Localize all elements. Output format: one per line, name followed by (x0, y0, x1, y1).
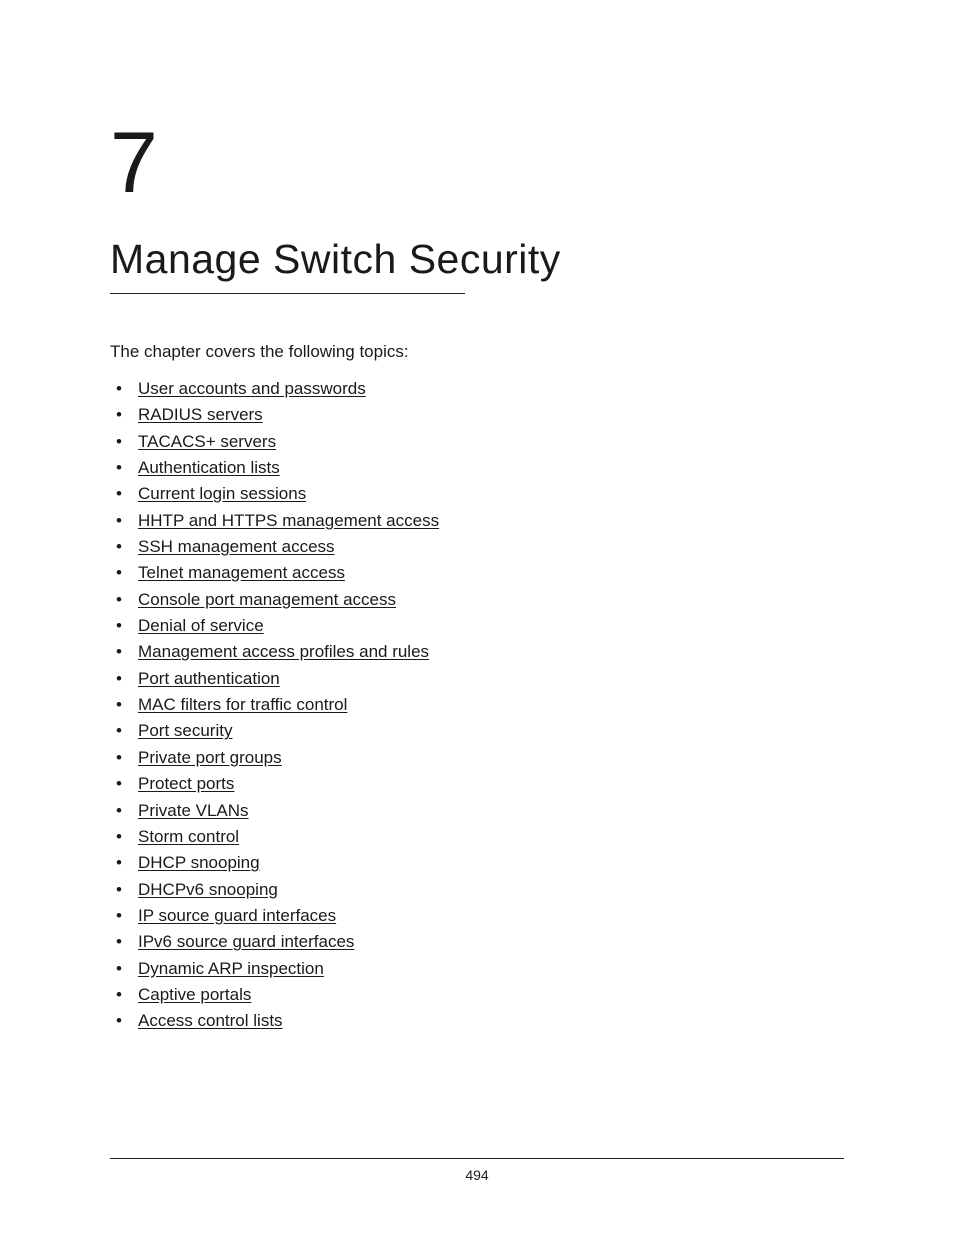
document-page: 7 Manage Switch Security The chapter cov… (0, 0, 954, 1235)
list-item: RADIUS servers (138, 402, 844, 428)
topic-link-dhcpv6-snooping[interactable]: DHCPv6 snooping (138, 880, 278, 899)
chapter-number: 7 (110, 120, 844, 206)
topic-link-mgmt-access-profiles[interactable]: Management access profiles and rules (138, 642, 429, 661)
topic-link-authentication-lists[interactable]: Authentication lists (138, 458, 280, 477)
list-item: Protect ports (138, 771, 844, 797)
topic-link-captive-portals[interactable]: Captive portals (138, 985, 251, 1004)
chapter-title: Manage Switch Security (110, 236, 844, 283)
intro-paragraph: The chapter covers the following topics: (110, 342, 844, 362)
list-item: Private port groups (138, 745, 844, 771)
topic-link-denial-of-service[interactable]: Denial of service (138, 616, 264, 635)
list-item: Port authentication (138, 666, 844, 692)
list-item: User accounts and passwords (138, 376, 844, 402)
topic-link-port-authentication[interactable]: Port authentication (138, 669, 280, 688)
topic-link-ssh-access[interactable]: SSH management access (138, 537, 335, 556)
topic-link-login-sessions[interactable]: Current login sessions (138, 484, 306, 503)
list-item: SSH management access (138, 534, 844, 560)
list-item: Access control lists (138, 1008, 844, 1034)
list-item: IPv6 source guard interfaces (138, 929, 844, 955)
topic-link-access-control-lists[interactable]: Access control lists (138, 1011, 283, 1030)
list-item: IP source guard interfaces (138, 903, 844, 929)
topic-link-tacacs-servers[interactable]: TACACS+ servers (138, 432, 276, 451)
topic-list: User accounts and passwords RADIUS serve… (110, 376, 844, 1035)
topic-link-telnet-access[interactable]: Telnet management access (138, 563, 345, 582)
topic-link-protect-ports[interactable]: Protect ports (138, 774, 234, 793)
list-item: Current login sessions (138, 481, 844, 507)
list-item: Telnet management access (138, 560, 844, 586)
topic-link-dhcp-snooping[interactable]: DHCP snooping (138, 853, 260, 872)
list-item: Dynamic ARP inspection (138, 956, 844, 982)
topic-link-dynamic-arp[interactable]: Dynamic ARP inspection (138, 959, 324, 978)
topic-link-mac-filters[interactable]: MAC filters for traffic control (138, 695, 347, 714)
topic-link-radius-servers[interactable]: RADIUS servers (138, 405, 263, 424)
topic-link-port-security[interactable]: Port security (138, 721, 232, 740)
topic-link-private-vlans[interactable]: Private VLANs (138, 801, 249, 820)
list-item: DHCP snooping (138, 850, 844, 876)
list-item: MAC filters for traffic control (138, 692, 844, 718)
list-item: Denial of service (138, 613, 844, 639)
topic-link-http-https-access[interactable]: HHTP and HTTPS management access (138, 511, 439, 530)
topic-link-user-accounts[interactable]: User accounts and passwords (138, 379, 366, 398)
list-item: Authentication lists (138, 455, 844, 481)
footer-rule (110, 1158, 844, 1159)
list-item: Console port management access (138, 587, 844, 613)
list-item: Port security (138, 718, 844, 744)
list-item: Captive portals (138, 982, 844, 1008)
topic-link-storm-control[interactable]: Storm control (138, 827, 239, 846)
list-item: HHTP and HTTPS management access (138, 508, 844, 534)
list-item: Storm control (138, 824, 844, 850)
topic-link-ipv6-source-guard[interactable]: IPv6 source guard interfaces (138, 932, 354, 951)
list-item: DHCPv6 snooping (138, 877, 844, 903)
title-underline (110, 293, 465, 294)
topic-link-ip-source-guard[interactable]: IP source guard interfaces (138, 906, 336, 925)
topic-link-private-port-groups[interactable]: Private port groups (138, 748, 282, 767)
list-item: Management access profiles and rules (138, 639, 844, 665)
topic-link-console-port-access[interactable]: Console port management access (138, 590, 396, 609)
list-item: TACACS+ servers (138, 429, 844, 455)
page-number: 494 (0, 1167, 954, 1183)
list-item: Private VLANs (138, 798, 844, 824)
